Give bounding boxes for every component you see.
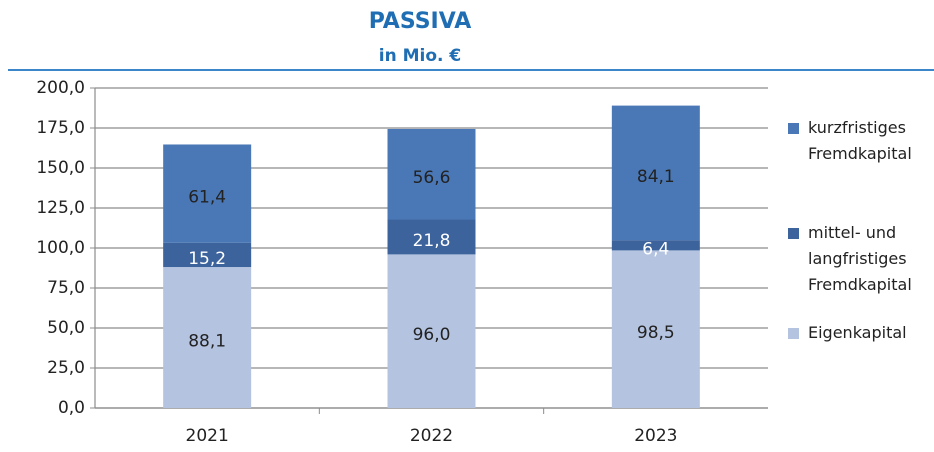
y-tick-label: 25,0: [47, 358, 85, 378]
legend-label: kurzfristiges Fremdkapital: [808, 118, 912, 163]
y-tick-label: 75,0: [47, 278, 85, 298]
data-label: 15,2: [188, 249, 226, 269]
x-tick-label: 2021: [186, 426, 229, 446]
x-tick-label: 2022: [410, 426, 453, 446]
data-label: 88,1: [188, 332, 226, 352]
legend-swatch: [788, 328, 799, 339]
bar-segment: [387, 254, 476, 408]
data-label: 98,5: [637, 323, 675, 343]
y-tick-label: 100,0: [36, 238, 85, 258]
bar-segment: [611, 250, 700, 408]
legend-label: mittel- und langfristiges Fremdkapital: [808, 223, 912, 294]
chart-subtitle: in Mio. €: [379, 46, 461, 66]
bar-segment: [163, 242, 252, 268]
bar-segment: [611, 105, 700, 241]
legend-swatch: [788, 123, 799, 134]
data-label: 21,8: [413, 231, 451, 251]
bar-segment: [387, 128, 476, 220]
legend-item: Eigenkapital: [786, 320, 932, 346]
legend-item: mittel- und langfristiges Fremdkapital: [786, 220, 932, 298]
data-label: 61,4: [188, 188, 226, 208]
bar-segment: [387, 219, 476, 255]
legend-label: Eigenkapital: [808, 323, 907, 342]
x-tick-label: 2023: [634, 426, 677, 446]
bar-segment: [163, 267, 252, 408]
data-label: 56,6: [413, 168, 451, 188]
chart-title: PASSIVA: [369, 9, 472, 34]
y-tick-label: 0,0: [58, 398, 85, 418]
y-tick-label: 200,0: [36, 78, 85, 98]
data-label: 96,0: [413, 325, 451, 345]
bar-segment: [163, 144, 252, 243]
legend-swatch: [788, 228, 799, 239]
y-tick-label: 50,0: [47, 318, 85, 338]
bar-segment: [611, 240, 700, 251]
data-label: 6,4: [642, 239, 669, 259]
data-label: 84,1: [637, 167, 675, 187]
y-tick-label: 125,0: [36, 198, 85, 218]
y-tick-label: 150,0: [36, 158, 85, 178]
y-tick-label: 175,0: [36, 118, 85, 138]
legend-item: kurzfristiges Fremdkapital: [786, 115, 932, 167]
